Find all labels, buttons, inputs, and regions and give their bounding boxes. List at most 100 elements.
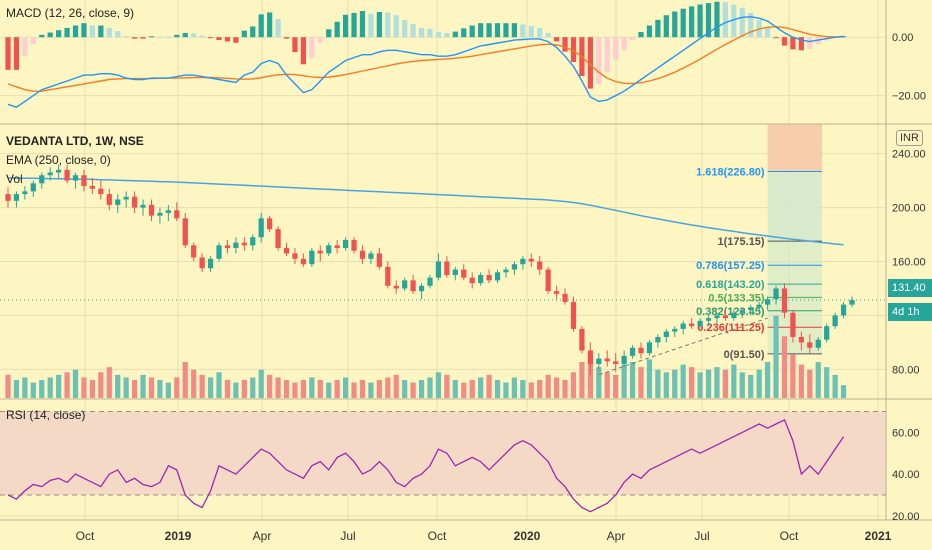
ema-title: EMA (250, close, 0): [6, 153, 111, 167]
x-tick-label: Oct: [76, 529, 95, 543]
volume-bar: [309, 377, 315, 398]
volume-bar: [22, 377, 28, 398]
price-y-tick-label: 80.00: [892, 364, 920, 376]
candle-body: [570, 301, 577, 329]
candle-body: [553, 291, 560, 294]
macd-histogram-bar: [309, 37, 315, 58]
rsi-y-tick-label: 20.00: [892, 511, 920, 523]
macd-histogram-bar: [216, 37, 222, 40]
x-tick-label: Jul: [694, 529, 709, 543]
volume-bar: [613, 374, 619, 398]
x-tick-label: 2019: [165, 529, 192, 543]
volume-bar: [207, 377, 214, 398]
candle-body: [528, 258, 534, 262]
volume-bar: [604, 372, 610, 398]
currency-badge[interactable]: INR: [896, 130, 923, 146]
candle-body: [562, 293, 568, 302]
macd-histogram-bar: [680, 8, 686, 38]
volume-bar: [494, 380, 501, 398]
macd-histogram-bar: [478, 23, 484, 38]
volume-bar: [241, 380, 247, 398]
candle-body: [165, 210, 171, 213]
candle-body: [64, 169, 70, 181]
volume-bar: [39, 380, 45, 398]
macd-histogram-bar: [351, 12, 357, 38]
fib-extension-zone: [767, 124, 822, 172]
macd-histogram-bar: [359, 11, 366, 38]
symbol-title: VEDANTA LTD, 1W, NSE: [6, 134, 144, 148]
macd-histogram-bar: [807, 37, 813, 49]
candle-body: [807, 342, 813, 348]
candle-body: [376, 253, 382, 267]
volume-bar: [376, 380, 382, 398]
candle-body: [123, 196, 129, 200]
candle-body: [250, 237, 256, 246]
macd-histogram-bar: [292, 37, 298, 53]
macd-histogram-bar: [427, 28, 433, 38]
macd-histogram-bar: [224, 37, 231, 42]
candle-body: [587, 350, 593, 364]
candle-body: [722, 315, 729, 319]
macd-histogram-bar: [503, 23, 509, 38]
volume-bar: [672, 369, 678, 398]
macd-histogram-bar: [241, 30, 247, 38]
macd-histogram-bar: [435, 32, 442, 38]
macd-line: [7, 16, 844, 108]
macd-histogram-bar: [207, 37, 214, 39]
candle-body: [756, 304, 762, 308]
volume-bar: [410, 382, 416, 398]
price-pane[interactable]: 1.618(226.80) 1(175.15) 0.786(157.25) 0.618…: [0, 124, 886, 398]
volume-bar: [326, 382, 332, 398]
macd-histogram-bar: [182, 32, 188, 38]
macd-histogram-bar: [545, 32, 551, 38]
volume-bar: [199, 374, 205, 398]
macd-histogram-bar: [452, 31, 458, 38]
macd-histogram-bar: [148, 36, 155, 38]
fib-level-label: 0.236(111.25): [697, 322, 765, 334]
candle-body: [224, 245, 231, 249]
volume-bar: [663, 372, 669, 398]
fib-level-label: 0.5(133.35): [708, 292, 765, 304]
volume-bar: [579, 362, 585, 398]
macd-histogram-bar: [731, 4, 737, 38]
candle-body: [39, 175, 45, 184]
fib-level-label: 0.382(123.45): [696, 306, 765, 318]
candle-body: [131, 196, 138, 208]
candle-body: [849, 300, 855, 305]
volume-bar: [98, 372, 104, 398]
price-y-tick-label: 160.00: [892, 257, 926, 269]
candle-body: [714, 315, 720, 319]
macd-histogram-bar: [672, 11, 678, 38]
candle-body: [815, 339, 821, 348]
candle-body: [680, 323, 686, 329]
volume-bar: [545, 374, 551, 398]
candle-body: [790, 312, 796, 337]
volume-bar: [461, 382, 467, 398]
volume-bar: [621, 364, 627, 398]
candle-body: [739, 310, 745, 313]
macd-histogram-bar: [537, 27, 543, 38]
candle-body: [478, 274, 484, 284]
macd-pane[interactable]: [5, 1, 847, 108]
macd-histogram-bar: [773, 37, 779, 39]
volume-bar: [731, 364, 737, 398]
candle-body: [840, 304, 847, 316]
macd-histogram-bar: [739, 7, 745, 38]
macd-histogram-bar: [613, 37, 619, 60]
candle-body: [511, 264, 518, 270]
candle-body: [503, 269, 509, 273]
macd-histogram-bar: [663, 15, 669, 38]
rsi-y-tick-label: 40.00: [892, 469, 920, 481]
rsi-pane[interactable]: [0, 411, 886, 513]
macd-histogram-bar: [115, 31, 121, 38]
volume-bar: [503, 382, 509, 398]
volume-bar: [106, 367, 112, 398]
macd-histogram-bar: [402, 19, 408, 38]
volume-bar: [368, 382, 374, 398]
candle-body: [275, 229, 281, 249]
fib-level-label: 1(175.15): [718, 236, 765, 248]
volume-bar: [520, 380, 526, 398]
candle-body: [486, 274, 492, 281]
